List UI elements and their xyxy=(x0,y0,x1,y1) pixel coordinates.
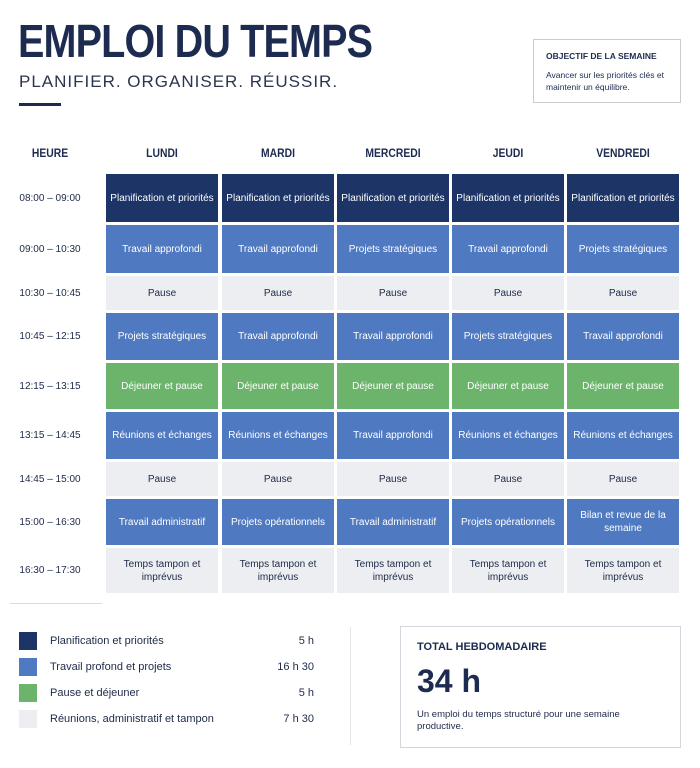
schedule-cell: Pause xyxy=(452,276,564,310)
schedule-cell: Travail administratif xyxy=(106,499,218,545)
schedule-cell: Déjeuner et pause xyxy=(567,363,679,409)
column-header-day: VENDREDI xyxy=(596,148,650,160)
time-slot-label: 08:00 – 09:00 xyxy=(19,192,81,204)
schedule-cell: Travail approfondi xyxy=(452,225,564,273)
time-slot-label: 10:30 – 10:45 xyxy=(19,287,81,299)
objective-title: OBJECTIF DE LA SEMAINE xyxy=(546,51,657,61)
schedule-cell: Travail administratif xyxy=(337,499,449,545)
schedule-cell: Bilan et revue de la semaine xyxy=(567,499,679,545)
schedule-cell: Pause xyxy=(337,462,449,496)
schedule-cell: Déjeuner et pause xyxy=(106,363,218,409)
schedule-cell: Planification et priorités xyxy=(452,174,564,222)
schedule-cell: Projets opérationnels xyxy=(452,499,564,545)
total-box: TOTAL HEBDOMADAIRE 34 h Un emploi du tem… xyxy=(400,626,681,748)
schedule-cell: Planification et priorités xyxy=(337,174,449,222)
legend-label: Travail profond et projets xyxy=(50,661,172,673)
legend-value: 5 h xyxy=(298,635,314,647)
schedule-cell: Travail approfondi xyxy=(222,313,334,360)
schedule-cell: Travail approfondi xyxy=(567,313,679,360)
divider xyxy=(350,627,351,745)
column-header-hour: HEURE xyxy=(31,148,69,160)
schedule-cell: Déjeuner et pause xyxy=(452,363,564,409)
time-slot-label: 10:45 – 12:15 xyxy=(19,331,81,342)
schedule-cell: Planification et priorités xyxy=(106,174,218,222)
column-header-day: LUNDI xyxy=(146,148,178,160)
legend-item: Planification et priorités 5 h xyxy=(19,632,314,650)
objective-box: OBJECTIF DE LA SEMAINE Avancer sur les p… xyxy=(533,39,681,103)
legend-item: Travail profond et projets 16 h 30 xyxy=(19,658,314,676)
schedule-cell: Réunions et échanges xyxy=(106,412,218,459)
schedule-cell: Pause xyxy=(452,462,564,496)
time-slot-label: 15:00 – 16:30 xyxy=(19,516,81,528)
time-slot-label: 13:15 – 14:45 xyxy=(19,430,81,441)
schedule-cell: Travail approfondi xyxy=(222,225,334,273)
schedule-cell: Projets stratégiques xyxy=(106,313,218,360)
schedule-cell: Projets stratégiques xyxy=(337,225,449,273)
legend-item: Pause et déjeuner 5 h xyxy=(19,684,314,702)
page-subtitle: PLANIFIER. ORGANISER. RÉUSSIR. xyxy=(19,72,339,91)
time-slot-label: 16:30 – 17:30 xyxy=(19,565,81,576)
legend-value: 5 h xyxy=(298,687,314,699)
title-underline xyxy=(19,103,61,106)
schedule-cell: Projets stratégiques xyxy=(567,225,679,273)
schedule-cell: Planification et priorités xyxy=(567,174,679,222)
legend-swatch xyxy=(19,710,37,728)
page-title: EMPLOI DU TEMPS xyxy=(18,15,373,67)
column-header-day: JEUDI xyxy=(492,148,524,160)
divider xyxy=(10,603,102,604)
schedule-cell: Pause xyxy=(567,462,679,496)
schedule-cell: Temps tampon et imprévus xyxy=(106,548,218,593)
column-header-day: MARDI xyxy=(261,148,295,160)
time-slot-label: 09:00 – 10:30 xyxy=(19,243,81,255)
schedule-cell: Pause xyxy=(222,462,334,496)
schedule-cell: Temps tampon et imprévus xyxy=(567,548,679,593)
total-title: TOTAL HEBDOMADAIRE xyxy=(417,641,547,653)
schedule-cell: Réunions et échanges xyxy=(567,412,679,459)
legend-swatch xyxy=(19,684,37,702)
legend-label: Planification et priorités xyxy=(50,635,164,647)
schedule-cell: Temps tampon et imprévus xyxy=(222,548,334,593)
legend-item: Réunions, administratif et tampon 7 h 30 xyxy=(19,710,314,728)
schedule-cell: Pause xyxy=(106,276,218,310)
legend-swatch xyxy=(19,658,37,676)
schedule-cell: Réunions et échanges xyxy=(452,412,564,459)
schedule-cell: Pause xyxy=(567,276,679,310)
legend-label: Réunions, administratif et tampon xyxy=(50,713,214,725)
legend-swatch xyxy=(19,632,37,650)
schedule-cell: Temps tampon et imprévus xyxy=(452,548,564,593)
schedule-cell: Travail approfondi xyxy=(337,313,449,360)
total-value: 34 h xyxy=(417,663,482,699)
total-description: Un emploi du temps structuré pour une se… xyxy=(417,709,620,732)
schedule-cell: Réunions et échanges xyxy=(222,412,334,459)
schedule-cell: Projets stratégiques xyxy=(452,313,564,360)
schedule-cell: Travail approfondi xyxy=(337,412,449,459)
schedule-cell: Pause xyxy=(106,462,218,496)
schedule-cell: Pause xyxy=(222,276,334,310)
schedule-cell: Déjeuner et pause xyxy=(337,363,449,409)
schedule-cell: Travail approfondi xyxy=(106,225,218,273)
legend-value: 7 h 30 xyxy=(283,713,314,725)
time-slot-label: 12:15 – 13:15 xyxy=(19,380,81,392)
schedule-cell: Déjeuner et pause xyxy=(222,363,334,409)
time-slot-label: 14:45 – 15:00 xyxy=(19,473,81,485)
schedule-cell: Projets opérationnels xyxy=(222,499,334,545)
schedule-cell: Pause xyxy=(337,276,449,310)
objective-text: Avancer sur les priorités clés et mainte… xyxy=(546,70,664,92)
column-header-day: MERCREDI xyxy=(365,148,421,160)
legend-value: 16 h 30 xyxy=(277,661,314,673)
schedule-cell: Planification et priorités xyxy=(222,174,334,222)
legend-label: Pause et déjeuner xyxy=(50,687,140,699)
schedule-cell: Temps tampon et imprévus xyxy=(337,548,449,593)
